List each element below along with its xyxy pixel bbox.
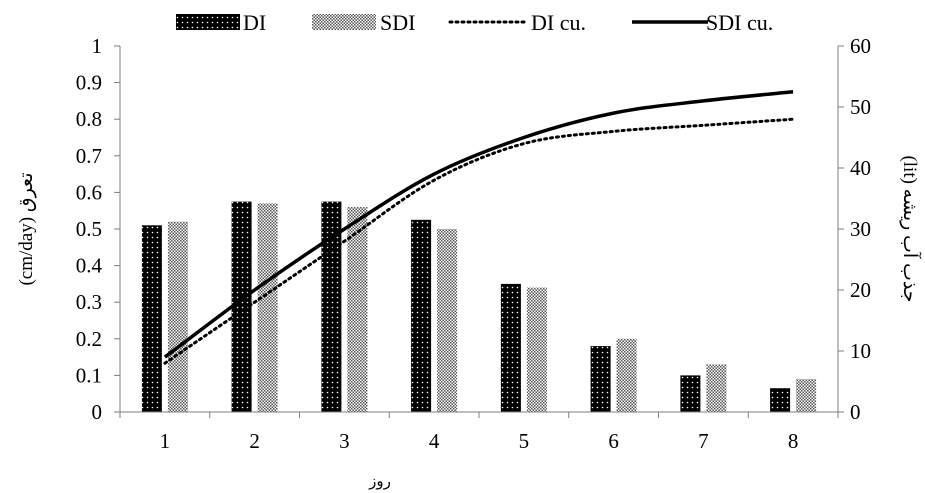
y-left-axis-label: تعرق (cm/day) xyxy=(16,172,37,285)
line-di-cu xyxy=(163,117,795,365)
y-left-tick-label: 0.3 xyxy=(76,290,102,314)
bar-di-6 xyxy=(590,346,611,412)
bar-di-4 xyxy=(411,219,432,412)
x-tick-label: 1 xyxy=(160,429,171,453)
x-tick-label: 3 xyxy=(339,429,350,453)
bar-sdi-6 xyxy=(616,338,637,412)
y-right-tick-label: 0 xyxy=(850,400,861,424)
y-left-tick-label: 0.6 xyxy=(76,180,102,204)
bar-di-5 xyxy=(500,283,521,412)
y-left-tick-label: 0 xyxy=(92,400,103,424)
bar-sdi-8 xyxy=(796,379,817,412)
legend-label-sdi: SDI xyxy=(380,10,415,35)
x-tick-label: 2 xyxy=(249,429,260,453)
bar-sdi-7 xyxy=(706,364,727,412)
y-right-tick-label: 30 xyxy=(850,217,871,241)
y-left-tick-label: 1 xyxy=(92,34,103,58)
bar-sdi-1 xyxy=(167,221,188,412)
bar-sdi-4 xyxy=(437,229,458,412)
legend: DI SDI DI cu. SDI cu. xyxy=(176,10,773,35)
x-tick-label: 7 xyxy=(698,429,709,453)
bar-di-2 xyxy=(231,201,252,412)
ticks-group: 00.10.20.30.40.50.60.70.80.9101020304050… xyxy=(76,34,871,453)
y-right-tick-label: 10 xyxy=(850,339,871,363)
line-sdi-cu xyxy=(163,90,794,359)
y-left-tick-label: 0.5 xyxy=(76,217,102,241)
bar-sdi-5 xyxy=(526,287,547,412)
legend-label-di: DI xyxy=(243,10,266,35)
x-tick-label: 8 xyxy=(788,429,799,453)
y-right-tick-label: 60 xyxy=(850,34,871,58)
y-right-axis-label: جذب آب ریشه (lit) xyxy=(899,155,922,302)
y-left-tick-label: 0.9 xyxy=(76,71,102,95)
y-right-tick-label: 50 xyxy=(850,95,871,119)
legend-swatch-di xyxy=(176,14,240,30)
bar-di-7 xyxy=(680,375,701,412)
y-left-tick-label: 0.7 xyxy=(76,144,102,168)
x-tick-label: 4 xyxy=(429,429,440,453)
legend-swatch-sdi xyxy=(312,14,376,30)
y-left-tick-label: 0.1 xyxy=(76,363,102,387)
legend-label-di-cu: DI cu. xyxy=(531,10,586,35)
bar-sdi-2 xyxy=(257,203,278,412)
bar-di-8 xyxy=(770,388,791,412)
y-left-tick-label: 0.8 xyxy=(76,107,102,131)
bar-sdi-3 xyxy=(347,207,368,412)
y-left-tick-label: 0.4 xyxy=(76,254,103,278)
bars-group xyxy=(141,201,817,412)
bar-di-1 xyxy=(141,225,162,412)
x-tick-label: 5 xyxy=(519,429,530,453)
y-left-tick-label: 0.2 xyxy=(76,327,102,351)
lines-group xyxy=(163,90,795,365)
y-right-tick-label: 20 xyxy=(850,278,871,302)
y-right-tick-label: 40 xyxy=(850,156,871,180)
x-tick-label: 6 xyxy=(608,429,619,453)
legend-label-sdi-cu: SDI cu. xyxy=(706,10,773,35)
x-axis-label: روز xyxy=(368,474,391,490)
